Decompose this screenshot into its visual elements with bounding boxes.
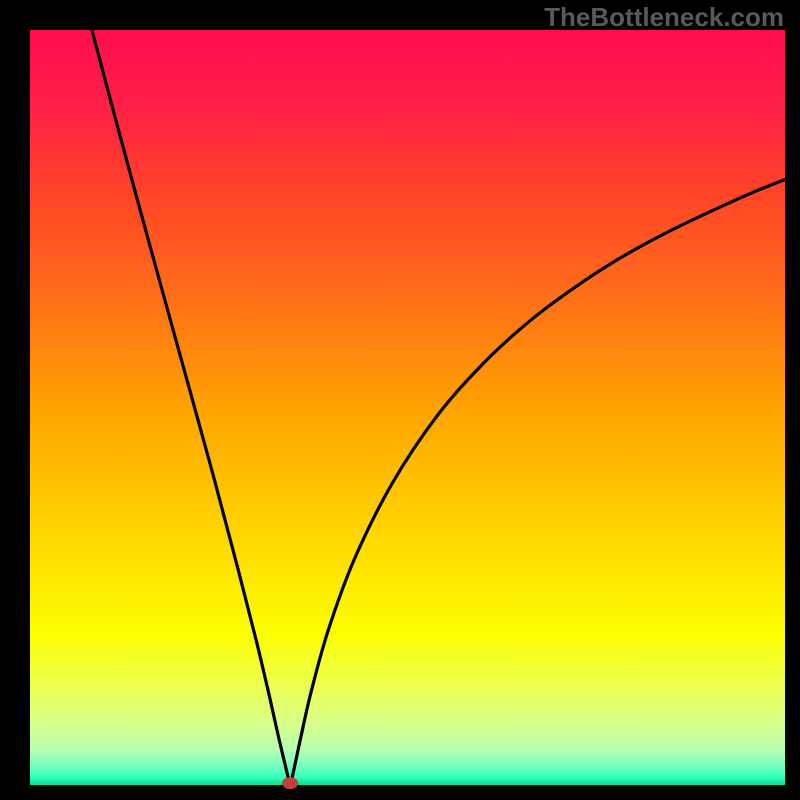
chart-svg xyxy=(0,0,800,800)
bottleneck-chart: TheBottleneck.com xyxy=(0,0,800,800)
plot-gradient-area xyxy=(30,30,785,785)
watermark-text: TheBottleneck.com xyxy=(544,2,784,33)
optimum-marker xyxy=(282,777,298,789)
